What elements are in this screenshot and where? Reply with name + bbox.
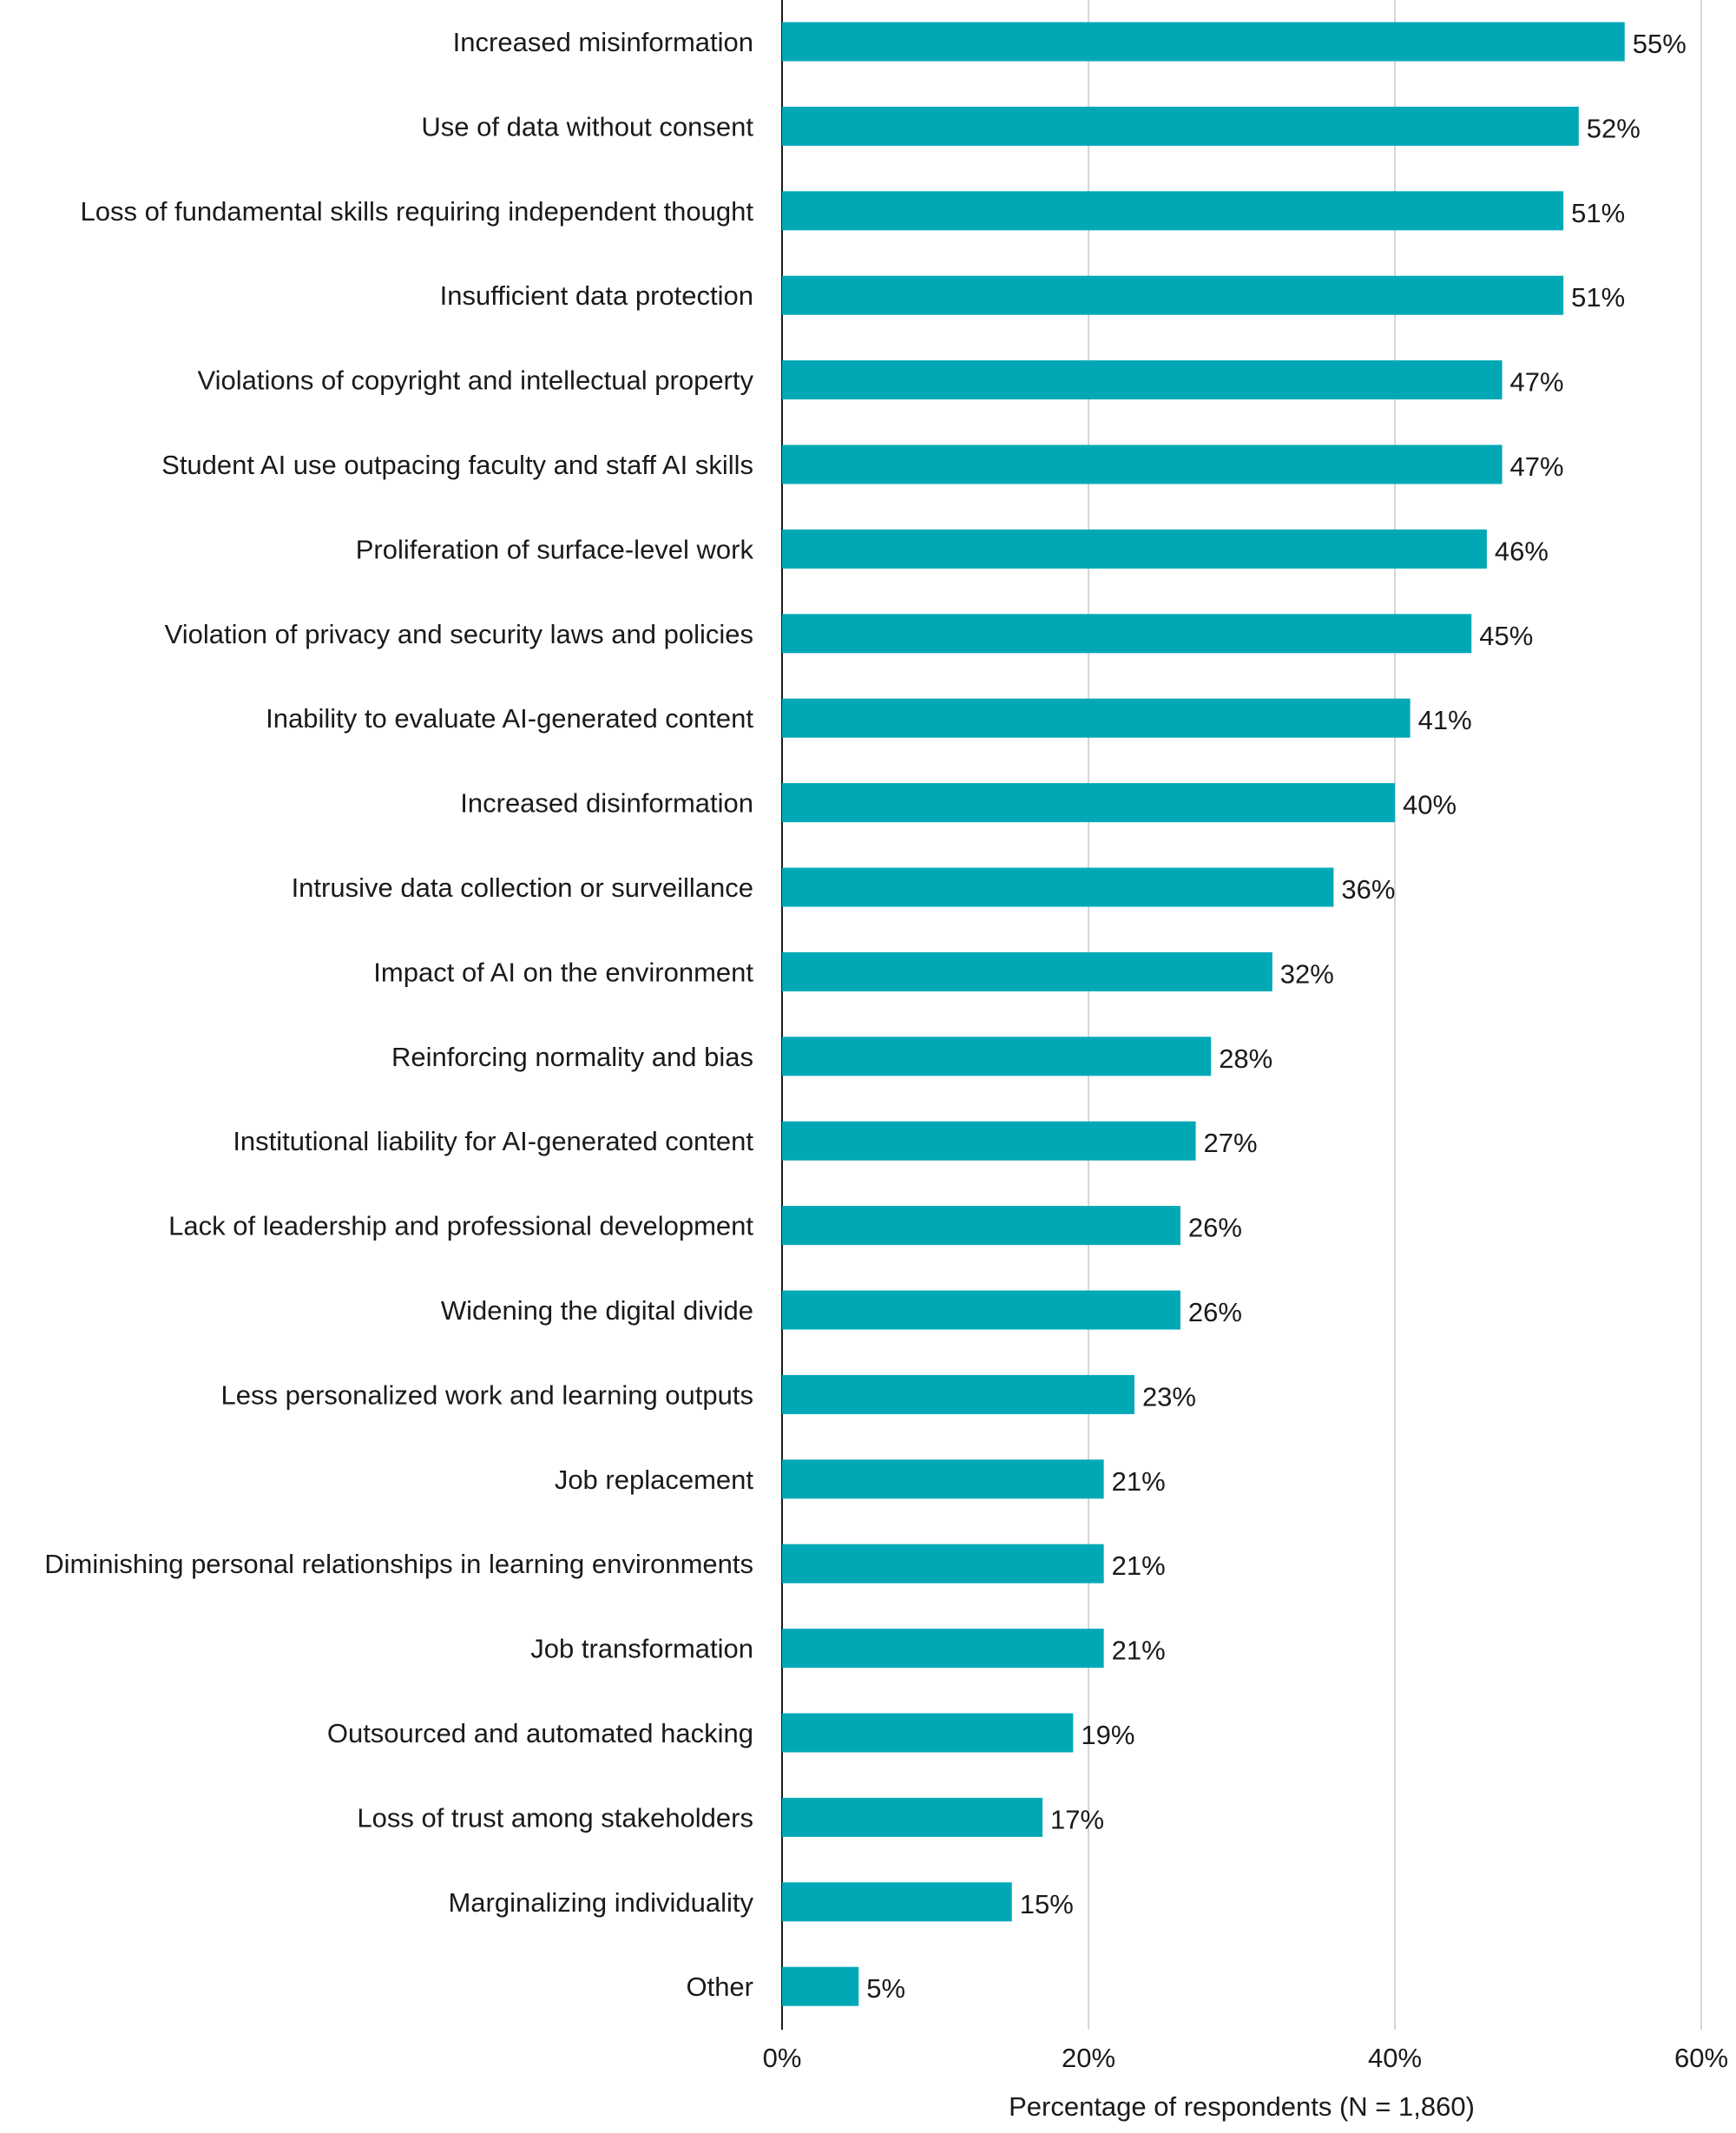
category-label: Insufficient data protection xyxy=(440,280,753,311)
category-label: Diminishing personal relationships in le… xyxy=(44,1549,753,1579)
value-label: 47% xyxy=(1510,367,1564,398)
x-tick-label: 40% xyxy=(1368,2043,1422,2073)
x-tick-label: 0% xyxy=(763,2043,802,2073)
category-label: Institutional liability for AI-generated… xyxy=(233,1126,753,1156)
bar xyxy=(782,698,1410,738)
value-label: 52% xyxy=(1587,113,1641,143)
value-label: 32% xyxy=(1280,958,1334,989)
value-label: 47% xyxy=(1510,451,1564,482)
category-label: Reinforcing normality and bias xyxy=(391,1042,753,1072)
category-labels: Increased misinformation Use of data with… xyxy=(44,27,753,2002)
bar xyxy=(782,360,1503,400)
category-label: Student AI use outpacing faculty and sta… xyxy=(161,450,753,480)
bar xyxy=(782,1882,1012,1922)
category-label: Marginalizing individuality xyxy=(448,1887,753,1918)
bars xyxy=(782,22,1625,2006)
x-tick-label: 20% xyxy=(1062,2043,1115,2073)
bar xyxy=(782,1966,859,2006)
value-label: 46% xyxy=(1495,536,1549,566)
bar xyxy=(782,1713,1074,1753)
category-label: Intrusive data collection or surveillanc… xyxy=(292,872,753,903)
category-label: Violations of copyright and intellectual… xyxy=(198,365,754,396)
value-label: 36% xyxy=(1341,874,1395,905)
bar xyxy=(782,867,1334,907)
category-label: Outsourced and automated hacking xyxy=(327,1718,753,1748)
bar xyxy=(782,22,1625,62)
category-label: Impact of AI on the environment xyxy=(373,957,753,987)
bar xyxy=(782,1374,1134,1414)
category-label: Increased misinformation xyxy=(453,27,753,57)
value-label: 51% xyxy=(1571,198,1625,228)
bar xyxy=(782,1290,1180,1330)
bar xyxy=(782,1037,1212,1076)
bar xyxy=(782,1544,1104,1583)
category-label: Less personalized work and learning outp… xyxy=(221,1379,754,1410)
value-label: 23% xyxy=(1142,1381,1196,1412)
bar xyxy=(782,1121,1196,1161)
category-label: Widening the digital divide xyxy=(441,1295,753,1326)
category-label: Job transformation xyxy=(530,1634,753,1664)
bar xyxy=(782,275,1564,315)
bar xyxy=(782,106,1579,146)
bar xyxy=(782,951,1272,991)
category-label: Loss of trust among stakeholders xyxy=(357,1802,753,1833)
value-label: 28% xyxy=(1219,1043,1272,1074)
value-label: 55% xyxy=(1633,29,1687,59)
category-label: Inability to evaluate AI-generated conte… xyxy=(266,703,753,734)
bar xyxy=(782,783,1395,823)
category-label: Increased disinformation xyxy=(460,788,753,819)
category-label: Job replacement xyxy=(555,1465,754,1495)
value-label: 40% xyxy=(1403,790,1457,820)
category-label: Other xyxy=(686,1972,753,2002)
value-labels: 55% 52% 51% 51% 47% 47% 46% 45% 41% 40% 36% 32% 28% 2… xyxy=(866,29,1687,2004)
bar xyxy=(782,191,1564,231)
value-label: 45% xyxy=(1479,621,1533,651)
value-label: 26% xyxy=(1188,1297,1242,1327)
bar xyxy=(782,1797,1043,1837)
category-label: Loss of fundamental skills requiring ind… xyxy=(80,196,753,227)
value-label: 19% xyxy=(1081,1720,1134,1750)
bar xyxy=(782,1459,1104,1499)
bar xyxy=(782,444,1503,484)
x-tick-label: 60% xyxy=(1674,2043,1728,2073)
bar xyxy=(782,1629,1104,1669)
value-label: 17% xyxy=(1050,1804,1104,1834)
gridlines xyxy=(781,0,1702,2030)
value-label: 5% xyxy=(866,1973,905,2004)
value-label: 21% xyxy=(1112,1466,1166,1497)
value-label: 41% xyxy=(1418,705,1472,735)
category-label: Use of data without consent xyxy=(421,111,753,142)
bar xyxy=(782,614,1472,654)
category-label: Violation of privacy and security laws a… xyxy=(165,619,753,649)
value-label: 21% xyxy=(1112,1550,1166,1581)
category-label: Proliferation of surface-level work xyxy=(356,534,754,564)
value-label: 27% xyxy=(1204,1128,1258,1158)
value-label: 21% xyxy=(1112,1636,1166,1666)
bar xyxy=(782,529,1487,569)
bar xyxy=(782,1206,1180,1246)
value-label: 26% xyxy=(1188,1213,1242,1243)
value-label: 51% xyxy=(1571,282,1625,313)
value-label: 15% xyxy=(1020,1889,1074,1919)
x-axis-title: Percentage of respondents (N = 1,860) xyxy=(1009,2091,1475,2122)
x-tick-labels: 0% 20% 40% 60% xyxy=(763,2043,1728,2073)
category-label: Lack of leadership and professional deve… xyxy=(168,1211,753,1241)
